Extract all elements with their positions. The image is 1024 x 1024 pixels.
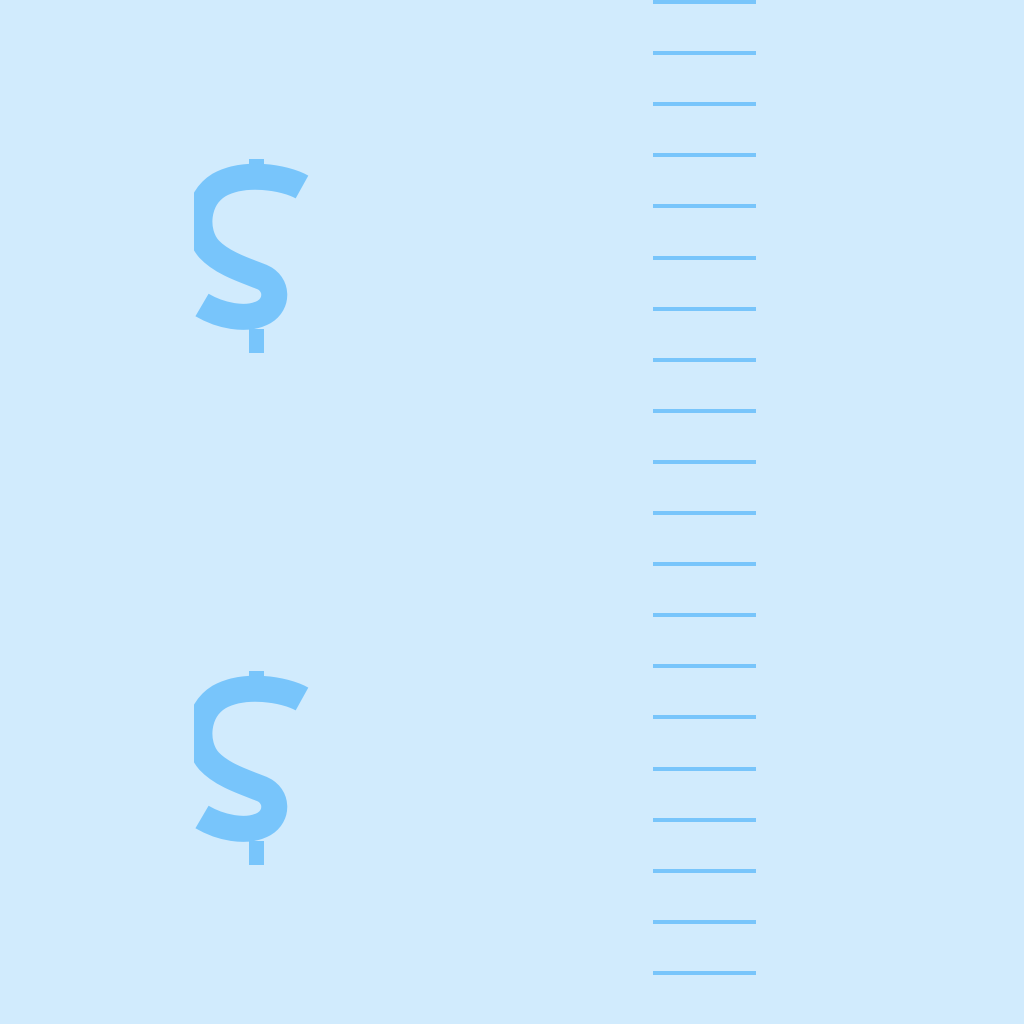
ruler-tick [653,51,756,56]
ruler-tick [653,715,756,720]
dollar-sign-icon [194,159,309,353]
ruler-tick [653,357,756,362]
ruler-tick [653,204,756,209]
ruler-tick [653,153,756,158]
ruler-tick [653,511,756,515]
ruler-tick [653,102,756,107]
ruler-tick [653,459,756,464]
ruler-tick [653,766,756,771]
ruler-tick [653,970,756,975]
ruler-tick [653,255,756,260]
ruler-tick [653,0,756,4]
ruler-tick [653,408,756,413]
ruler-tick [653,562,756,567]
ruler-tick-column [653,0,757,1024]
ruler-tick [653,306,756,311]
ruler-tick [653,664,756,669]
ruler-tick [653,919,756,924]
ruler-tick [653,613,756,618]
ruler-tick [653,817,756,822]
ruler-tick [653,868,756,873]
dollar-sign-icon [194,671,309,865]
